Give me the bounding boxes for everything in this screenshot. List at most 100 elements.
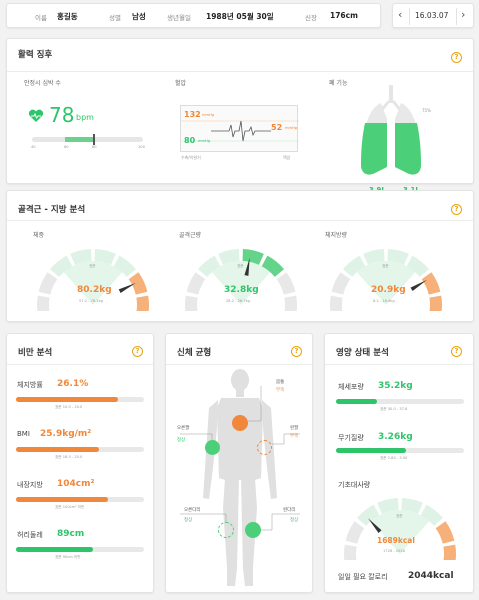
gauge-segment	[363, 249, 385, 265]
pulse-pressure-value: 52	[271, 123, 283, 132]
gauge-segment	[70, 249, 92, 265]
visceral-fat-bar	[16, 497, 144, 502]
lungs-icon	[361, 85, 421, 175]
gauge-pointer	[410, 279, 427, 292]
gauge-segment	[197, 255, 221, 277]
muscle-fat-title: 골격근 - 지방 분석	[18, 205, 86, 215]
gauge-label-fat: 체지방량	[325, 232, 348, 239]
right-leg-label: 오른다리	[184, 508, 201, 513]
bmr-label: 기초대사량	[338, 481, 371, 489]
gauge-segment	[443, 544, 456, 560]
left-leg-marker	[245, 522, 261, 538]
obesity-card: 비만 분석 ? 체지방률 26.1% 표준 10.0 - 20.0 BMI 25…	[6, 333, 154, 593]
date-navigator: ‹ 16.03.07 ›	[392, 3, 474, 28]
left-leg-status: 정상	[290, 518, 299, 523]
body-cell-mass-bar	[336, 399, 464, 404]
trunk-marker	[232, 415, 248, 431]
heart-rate-unit: bpm	[76, 113, 94, 122]
body-cell-mass-ref: 표준 30.0 - 37.8	[380, 407, 408, 411]
gauge-pointer	[118, 282, 136, 293]
bp-right-label: 맥압	[283, 155, 291, 160]
patient-name: 홍길동	[57, 12, 78, 21]
muscle-gauge	[185, 249, 297, 311]
body-fat-pct-bar	[16, 397, 144, 402]
gauge-zone-muscle: 표준	[237, 264, 244, 268]
bmi-value: 25.9kg/m²	[40, 429, 92, 439]
body-fat-pct-value: 26.1%	[57, 379, 89, 389]
gauge-segment	[345, 521, 365, 544]
visceral-fat-value: 104cm²	[57, 479, 95, 489]
right-arm-status: 정상	[177, 438, 186, 443]
trunk-label: 몸통	[276, 380, 285, 385]
birth-label: 생년월일	[167, 14, 191, 22]
patient-gender: 남성	[132, 12, 146, 21]
gauge-segment	[284, 295, 297, 311]
balance-help-icon[interactable]: ?	[291, 346, 302, 357]
heart-scale-4: 100	[138, 145, 145, 149]
daily-calorie-value: 2044kcal	[408, 571, 454, 581]
bmi-label: BMI	[17, 430, 30, 438]
bmr-gauge	[344, 498, 456, 560]
nutrition-card: 영양 상태 분석 ? 체세포량 35.2kg 표준 30.0 - 37.8 무기…	[324, 333, 474, 593]
gauge-pointer	[368, 518, 382, 533]
gauge-segment	[186, 272, 206, 295]
right-leg-marker	[218, 522, 234, 538]
obesity-help-icon[interactable]: ?	[132, 346, 143, 357]
prev-date-button[interactable]: ‹	[398, 8, 403, 21]
gauge-segment	[261, 255, 285, 277]
gauge-segment	[342, 255, 366, 277]
muscle-fat-help-icon[interactable]: ?	[451, 204, 462, 215]
current-date: 16.03.07	[415, 11, 449, 20]
gauge-zone-weight: 표준	[89, 264, 96, 268]
patient-height: 176cm	[330, 11, 358, 20]
right-arm-marker	[205, 440, 220, 455]
visceral-fat-ref: 표준 100cm² 미만	[55, 505, 85, 509]
weight-range: 57.2 - 76.2kg	[79, 299, 103, 303]
body-cell-mass-label: 체세포량	[338, 383, 364, 391]
right-arm-label: 오른팔	[177, 426, 190, 431]
vitals-title: 활력 징후	[18, 50, 53, 60]
right-leg-status: 정상	[184, 518, 193, 523]
gauge-segment	[401, 498, 423, 514]
bmr-range: 1726 - 2028	[383, 549, 405, 553]
lung-percent: 75%	[422, 108, 431, 113]
heart-rate-label: 안정시 심박 수	[24, 80, 61, 87]
gauge-segment	[276, 272, 296, 295]
gauge-standard-zone	[370, 510, 430, 554]
mineral-ref: 표준 2.80 - 3.50	[380, 456, 408, 460]
weight-gauge	[37, 249, 149, 311]
name-label: 이름	[35, 14, 47, 22]
vitals-card: 활력 징후 ? 안정시 심박 수 78 bpm 40 60 80 100 혈압 …	[6, 38, 474, 201]
gauge-segment	[330, 295, 343, 311]
heart-scale-1: 40	[31, 145, 36, 149]
gauge-segment	[242, 249, 264, 265]
bp-panel: 132 mmHg 80 mmHg 52 mmHg	[180, 105, 299, 152]
gauge-segment	[421, 272, 441, 295]
pulse-pressure-unit: mmHg	[285, 126, 297, 130]
gender-label: 성별	[109, 14, 121, 22]
daily-calorie-label: 일일 필요 칼로리	[338, 573, 388, 581]
gauge-segment	[377, 498, 399, 514]
fat-gauge	[330, 249, 442, 311]
gauge-segment	[406, 255, 430, 277]
vitals-help-icon[interactable]: ?	[451, 52, 462, 63]
nutrition-title: 영양 상태 분석	[336, 348, 389, 358]
left-arm-status: 부족	[290, 434, 299, 439]
balance-title: 신체 균형	[177, 348, 212, 358]
bmi-bar	[16, 447, 144, 452]
systolic-value: 132	[184, 110, 201, 119]
muscle-fat-card: 골격근 - 지방 분석 ? 체중 골격근량 체지방량 표준 표준 표준 80.2…	[6, 190, 474, 322]
bmr-value: 1689kcal	[377, 536, 415, 545]
gauge-standard-zone	[63, 261, 123, 305]
waist-ref: 표준 90cm 미만	[55, 555, 81, 559]
next-date-button[interactable]: ›	[461, 8, 466, 21]
trunk-status: 부족	[276, 388, 285, 393]
gauge-label-weight: 체중	[33, 232, 45, 239]
nutrition-help-icon[interactable]: ?	[451, 346, 462, 357]
balance-leader-lines	[180, 386, 300, 531]
left-leg-label: 왼다리	[283, 508, 296, 513]
systolic-unit: mmHg	[202, 113, 214, 117]
weight-value: 80.2kg	[77, 285, 112, 295]
lung-function-label: 폐 기능	[329, 80, 348, 87]
height-label: 신장	[305, 14, 317, 22]
